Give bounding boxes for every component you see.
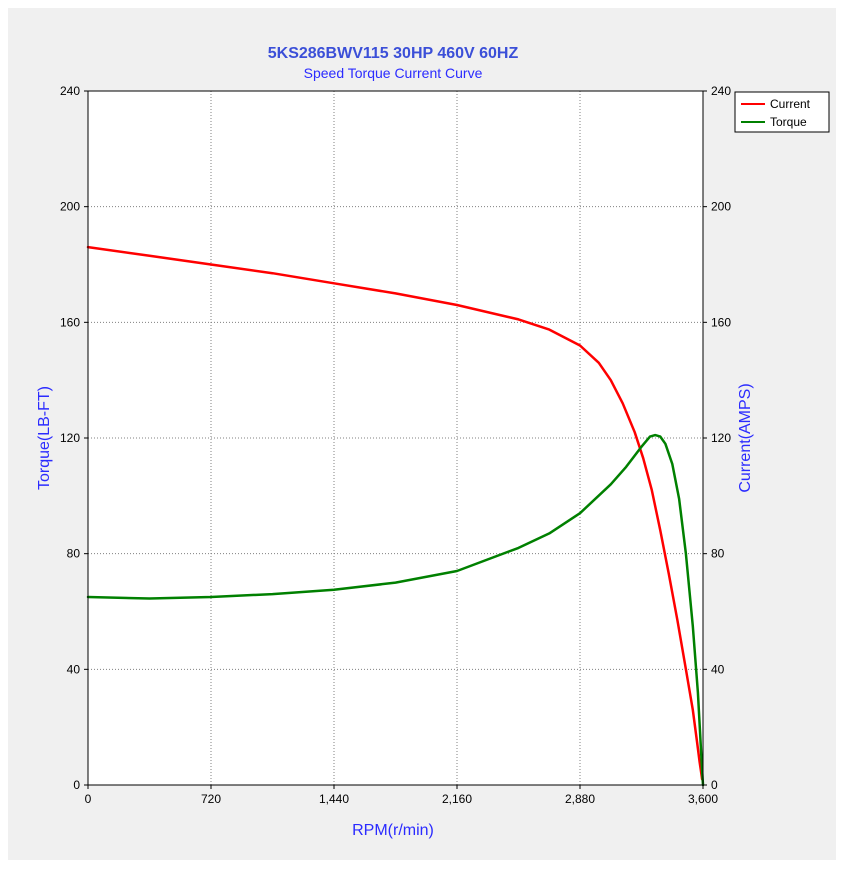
y-tick-label-right: 80	[711, 547, 725, 561]
x-tick-label: 3,600	[688, 792, 718, 806]
y-tick-label-left: 40	[67, 662, 81, 676]
y-tick-label-right: 120	[711, 431, 731, 445]
chart-title: 5KS286BWV115 30HP 460V 60HZ	[268, 45, 519, 62]
x-axis-title: RPM(r/min)	[352, 822, 434, 839]
legend-current-label: Current	[770, 97, 811, 111]
chart-frame: 0 720 1,440 2,160 2,880 3,600 0 0 40 40 80 80 120 120…	[8, 8, 836, 860]
y-tick-label-right: 0	[711, 778, 718, 792]
x-tick-label: 0	[85, 792, 92, 806]
y-tick-label-left: 200	[60, 200, 80, 214]
series-line-torque	[86, 433, 705, 787]
series-line-current	[86, 245, 704, 781]
legend-box	[734, 91, 830, 133]
y-axis-left-title: Torque(LB-FT)	[36, 386, 53, 490]
grid-layer	[88, 91, 703, 785]
y-tick-label-left: 160	[60, 315, 80, 329]
series-layer	[86, 245, 705, 787]
y-tick-label-left: 80	[67, 547, 81, 561]
x-tick-label: 2,880	[565, 792, 595, 806]
legend: Current Torque	[734, 91, 830, 133]
x-tick-label: 720	[201, 792, 221, 806]
x-tick-label: 1,440	[319, 792, 349, 806]
y-tick-label-right: 160	[711, 315, 731, 329]
y-tick-label-right: 40	[711, 662, 725, 676]
x-tick-label: 2,160	[442, 792, 472, 806]
y-tick-label-left: 0	[73, 778, 80, 792]
chart-subtitle: Speed Torque Current Curve	[304, 65, 483, 81]
y-tick-label-right: 240	[711, 84, 731, 98]
y-axis-right-title: Current(AMPS)	[737, 383, 754, 492]
y-tick-label-left: 120	[60, 431, 80, 445]
y-tick-label-right: 200	[711, 200, 731, 214]
y-tick-label-left: 240	[60, 84, 80, 98]
legend-torque-label: Torque	[770, 115, 807, 129]
